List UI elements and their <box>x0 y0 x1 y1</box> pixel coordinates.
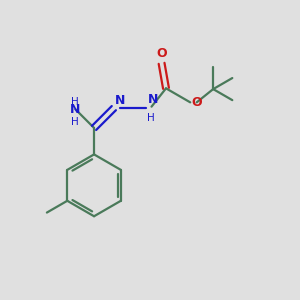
Text: O: O <box>156 47 167 60</box>
Text: H: H <box>147 113 155 123</box>
Text: H: H <box>71 117 79 128</box>
Text: N: N <box>148 93 158 106</box>
Text: N: N <box>70 103 80 116</box>
Text: O: O <box>192 96 202 109</box>
Text: H: H <box>71 97 79 107</box>
Text: N: N <box>115 94 126 107</box>
